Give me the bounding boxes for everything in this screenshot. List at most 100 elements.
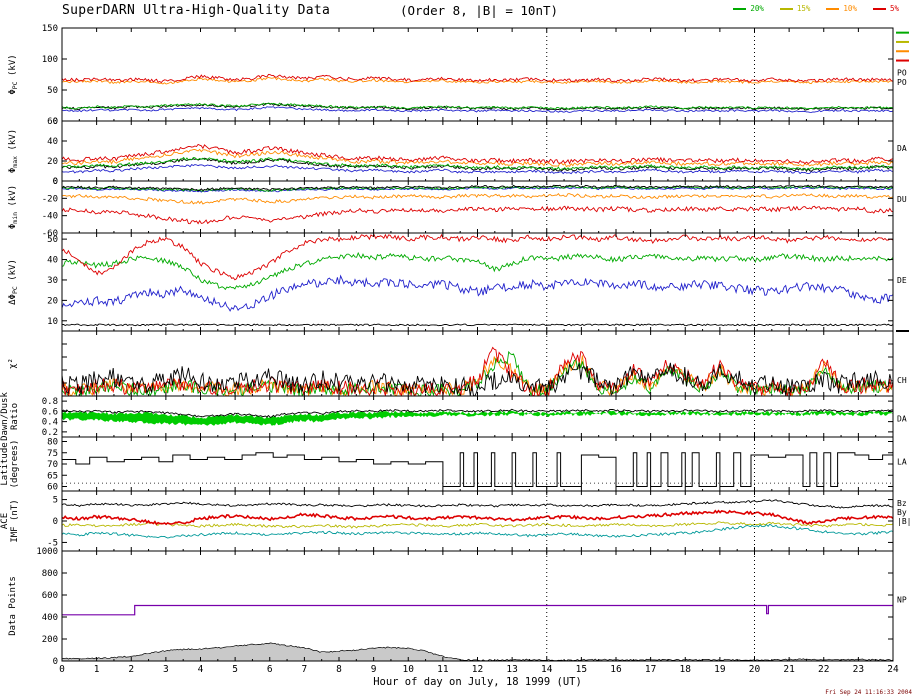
svg-text:200: 200 [42,635,58,645]
svg-text:Latitude: Latitude [0,442,10,485]
svg-text:(degrees): (degrees) [10,440,20,489]
svg-text:80: 80 [47,438,58,448]
svg-text:Data Points: Data Points [8,576,18,636]
svg-text:6: 6 [267,664,273,675]
svg-text:0.6: 0.6 [42,407,58,417]
svg-text:60: 60 [47,117,58,127]
svg-text:Φmin (kV): Φmin (kV) [8,185,19,229]
right-margin-label: LA [897,457,907,466]
svg-text:0.2: 0.2 [42,428,58,438]
panel-latitude: 60 65707580 Latitude(degrees) LA [0,437,907,493]
svg-text:2: 2 [128,664,134,675]
svg-text:21: 21 [783,664,795,675]
series-ratio-band [62,411,893,426]
series-black [62,363,893,396]
svg-text:23: 23 [853,664,864,675]
panel-dawn-potential: 0 20 40 60 Φmax (kV) DA [8,117,907,187]
svg-text:0.8: 0.8 [42,397,58,407]
svg-text:10: 10 [47,317,58,327]
svg-text:13: 13 [506,664,517,675]
right-margin-label: PO [897,78,907,87]
svg-text:600: 600 [42,591,58,601]
svg-text:40: 40 [47,137,58,147]
right-margin-label: |B| [897,517,911,526]
svg-text:ΦPC (kV): ΦPC (kV) [8,54,19,94]
series-bmag [62,500,893,508]
right-margin-label: DU [897,195,907,204]
series-latitude-steps [62,453,893,487]
right-margin-label: DA [897,144,907,153]
svg-text:100: 100 [42,55,58,65]
svg-text:3: 3 [163,664,169,675]
series-blue [62,276,893,311]
right-margin-label: DE [897,276,907,285]
panel-chi-squared: χ² CH [8,331,907,396]
svg-text:12: 12 [472,664,483,675]
svg-text:7: 7 [302,664,308,675]
svg-text:1000: 1000 [36,547,58,557]
series-black [62,324,893,326]
right-margin-label: By [897,508,907,517]
svg-text:5: 5 [53,496,58,506]
panel-dawn-dusk-ratio: 0.20.40.60.8 Dawn/DuskRatio DA [0,392,907,441]
series-orange [62,194,893,204]
svg-text:0: 0 [53,517,58,527]
svg-text:50: 50 [47,86,58,96]
x-axis-label: Hour of day on July, 18 1999 (UT) [62,676,893,688]
series-np-line [62,606,893,615]
svg-text:4: 4 [198,664,204,675]
svg-text:5: 5 [232,664,238,675]
svg-text:18: 18 [680,664,692,675]
svg-text:20: 20 [47,296,58,306]
panel-data-points: 0 200 400 600 800 1000 Data Points NP [8,547,907,667]
svg-text:14: 14 [541,664,553,675]
svg-text:Φmax (kV): Φmax (kV) [8,129,19,173]
svg-text:0: 0 [53,177,58,187]
svg-text:10: 10 [403,664,415,675]
svg-text:30: 30 [47,276,58,286]
svg-text:χ²: χ² [8,358,18,369]
svg-text:IMF (nT): IMF (nT) [10,499,20,542]
svg-text:1: 1 [94,664,100,675]
svg-text:-20: -20 [42,194,58,204]
superdarn-figure: SuperDARN Ultra-High-Quality Data (Order… [0,0,915,700]
svg-text:ACE: ACE [0,513,10,529]
svg-text:15: 15 [576,664,587,675]
svg-text:ΔΦPC (kV): ΔΦPC (kV) [8,259,19,305]
panel-delta-pc: 1020304050ΔΦPC (kV)DE [8,233,909,331]
svg-text:70: 70 [47,460,58,470]
svg-text:17: 17 [645,664,656,675]
panel-ace-imf: 50-5ACEIMF (nT)BzBy|B| [0,491,911,551]
svg-text:-40: -40 [42,212,58,222]
panel-dusk-potential: 0-20-40-60Φmin (kV)DU [8,177,907,239]
svg-text:0: 0 [59,664,65,675]
svg-text:60: 60 [47,483,58,493]
svg-text:0: 0 [53,657,58,667]
svg-text:Ratio: Ratio [10,403,20,430]
svg-text:800: 800 [42,569,58,579]
right-margin-label: Bz [897,499,907,508]
svg-text:150: 150 [42,24,58,34]
svg-text:65: 65 [47,471,58,481]
svg-text:75: 75 [47,449,58,459]
svg-text:11: 11 [437,664,449,675]
svg-text:9: 9 [371,664,377,675]
plot-area: 050100150ΦPC (kV)POPO0204060Φmax (kV)DA0… [0,0,915,700]
panel-pc-potential: 050100150ΦPC (kV)POPO [8,24,909,127]
right-margin-label: CH [897,376,907,385]
svg-text:24: 24 [887,664,899,675]
svg-text:Dawn/Dusk: Dawn/Dusk [0,392,10,441]
svg-text:22: 22 [818,664,829,675]
right-margin-label: PO [897,69,907,78]
svg-text:20: 20 [47,157,58,167]
svg-text:0.4: 0.4 [42,418,58,428]
right-margin-label: NP [897,595,907,604]
svg-text:40: 40 [47,256,58,266]
svg-text:400: 400 [42,613,58,623]
series-green [62,253,893,289]
right-margin-label: DA [897,415,907,424]
series-bz [62,511,893,525]
timestamp: Fri Sep 24 11:16:33 2004 [825,689,912,696]
svg-text:20: 20 [749,664,761,675]
svg-text:8: 8 [336,664,342,675]
